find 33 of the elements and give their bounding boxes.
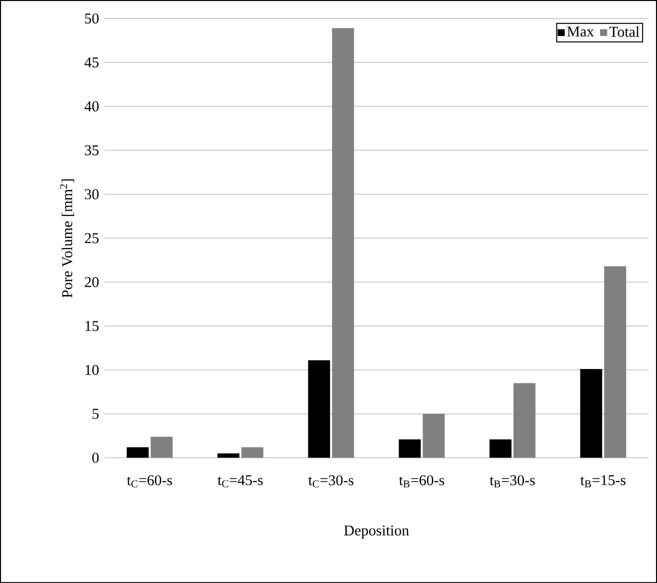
y-tick-label: 35 <box>84 145 99 156</box>
y-tick-label: 30 <box>84 189 99 200</box>
y-tick-label: 10 <box>86 364 99 375</box>
x-tick-label: t$_{C}$=45-s <box>218 475 263 488</box>
legend-label: Max <box>567 26 594 36</box>
y-tick-label: 20 <box>84 276 99 288</box>
legend-label: Total <box>609 26 640 37</box>
bar <box>604 266 626 458</box>
bar <box>126 447 149 458</box>
bar <box>490 439 512 458</box>
y-tick-label: 0 <box>92 452 99 463</box>
bar <box>513 383 536 458</box>
x-tick-label: t$_{C}$=60-s <box>126 475 172 488</box>
x-tick-label: t$_{B}$=60-s <box>399 475 444 488</box>
y-tick-label: 50 <box>85 13 99 24</box>
y-tick-label: 25 <box>84 233 99 244</box>
bar <box>580 369 602 458</box>
y-tick-label: 15 <box>86 320 99 331</box>
y-tick-label: 40 <box>84 101 99 112</box>
y-axis-title: Pore Volume [mm$^{2}$] <box>60 179 74 298</box>
bar <box>332 28 354 458</box>
x-tick-label: t$_{C}$=30-s <box>308 475 354 488</box>
bar <box>217 453 240 458</box>
bar <box>150 436 173 458</box>
y-tick-label: 45 <box>84 57 99 68</box>
y-tick-label: 5 <box>92 408 99 419</box>
x-axis-title: Deposition <box>344 525 409 538</box>
bar <box>422 414 445 458</box>
bar <box>398 439 421 458</box>
bar <box>308 360 330 458</box>
bar <box>241 447 264 458</box>
x-tick-label: t$_{B}$=15-s <box>580 475 626 488</box>
x-tick-label: t$_{B}$=30-s <box>490 475 535 488</box>
